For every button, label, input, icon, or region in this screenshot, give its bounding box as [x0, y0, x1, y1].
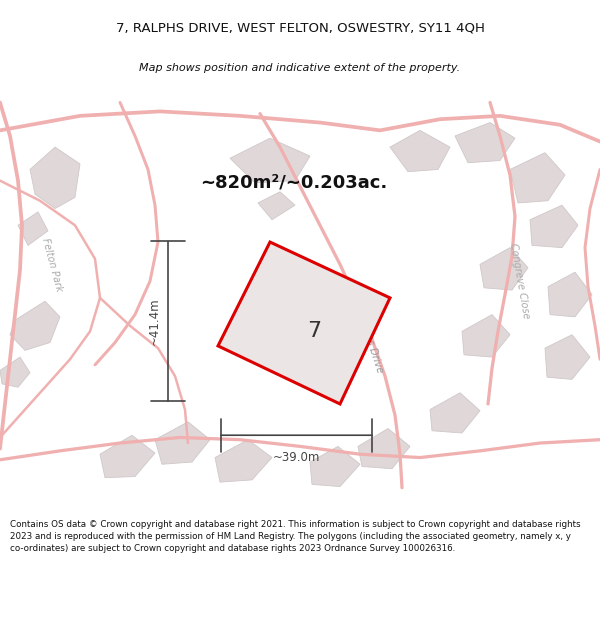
Polygon shape [155, 422, 210, 464]
Polygon shape [358, 429, 410, 469]
Text: Map shows position and indicative extent of the property.: Map shows position and indicative extent… [139, 63, 461, 73]
Polygon shape [390, 131, 450, 172]
Polygon shape [480, 248, 528, 290]
Polygon shape [18, 212, 48, 246]
Text: ~41.4m: ~41.4m [148, 298, 161, 345]
Text: 7, RALPHS DRIVE, WEST FELTON, OSWESTRY, SY11 4QH: 7, RALPHS DRIVE, WEST FELTON, OSWESTRY, … [116, 21, 484, 34]
Polygon shape [545, 335, 590, 379]
Text: ~39.0m: ~39.0m [273, 451, 320, 464]
Polygon shape [462, 314, 510, 357]
Polygon shape [230, 138, 310, 183]
Polygon shape [0, 357, 30, 388]
Polygon shape [310, 446, 360, 487]
Polygon shape [215, 440, 272, 482]
Polygon shape [10, 301, 60, 351]
Polygon shape [30, 147, 80, 209]
Polygon shape [258, 192, 295, 220]
Text: Felton Park: Felton Park [40, 236, 64, 292]
Polygon shape [548, 272, 592, 317]
Text: ~820m²/~0.203ac.: ~820m²/~0.203ac. [200, 174, 387, 192]
Polygon shape [430, 392, 480, 433]
Polygon shape [455, 122, 515, 162]
Polygon shape [218, 242, 390, 404]
Polygon shape [510, 152, 565, 203]
Polygon shape [100, 435, 155, 478]
Text: Congreve Close: Congreve Close [508, 242, 532, 320]
Text: Contains OS data © Crown copyright and database right 2021. This information is : Contains OS data © Crown copyright and d… [10, 520, 581, 552]
Text: Ralphs Drive: Ralphs Drive [356, 311, 385, 374]
Text: 7: 7 [307, 321, 322, 341]
Polygon shape [530, 205, 578, 248]
